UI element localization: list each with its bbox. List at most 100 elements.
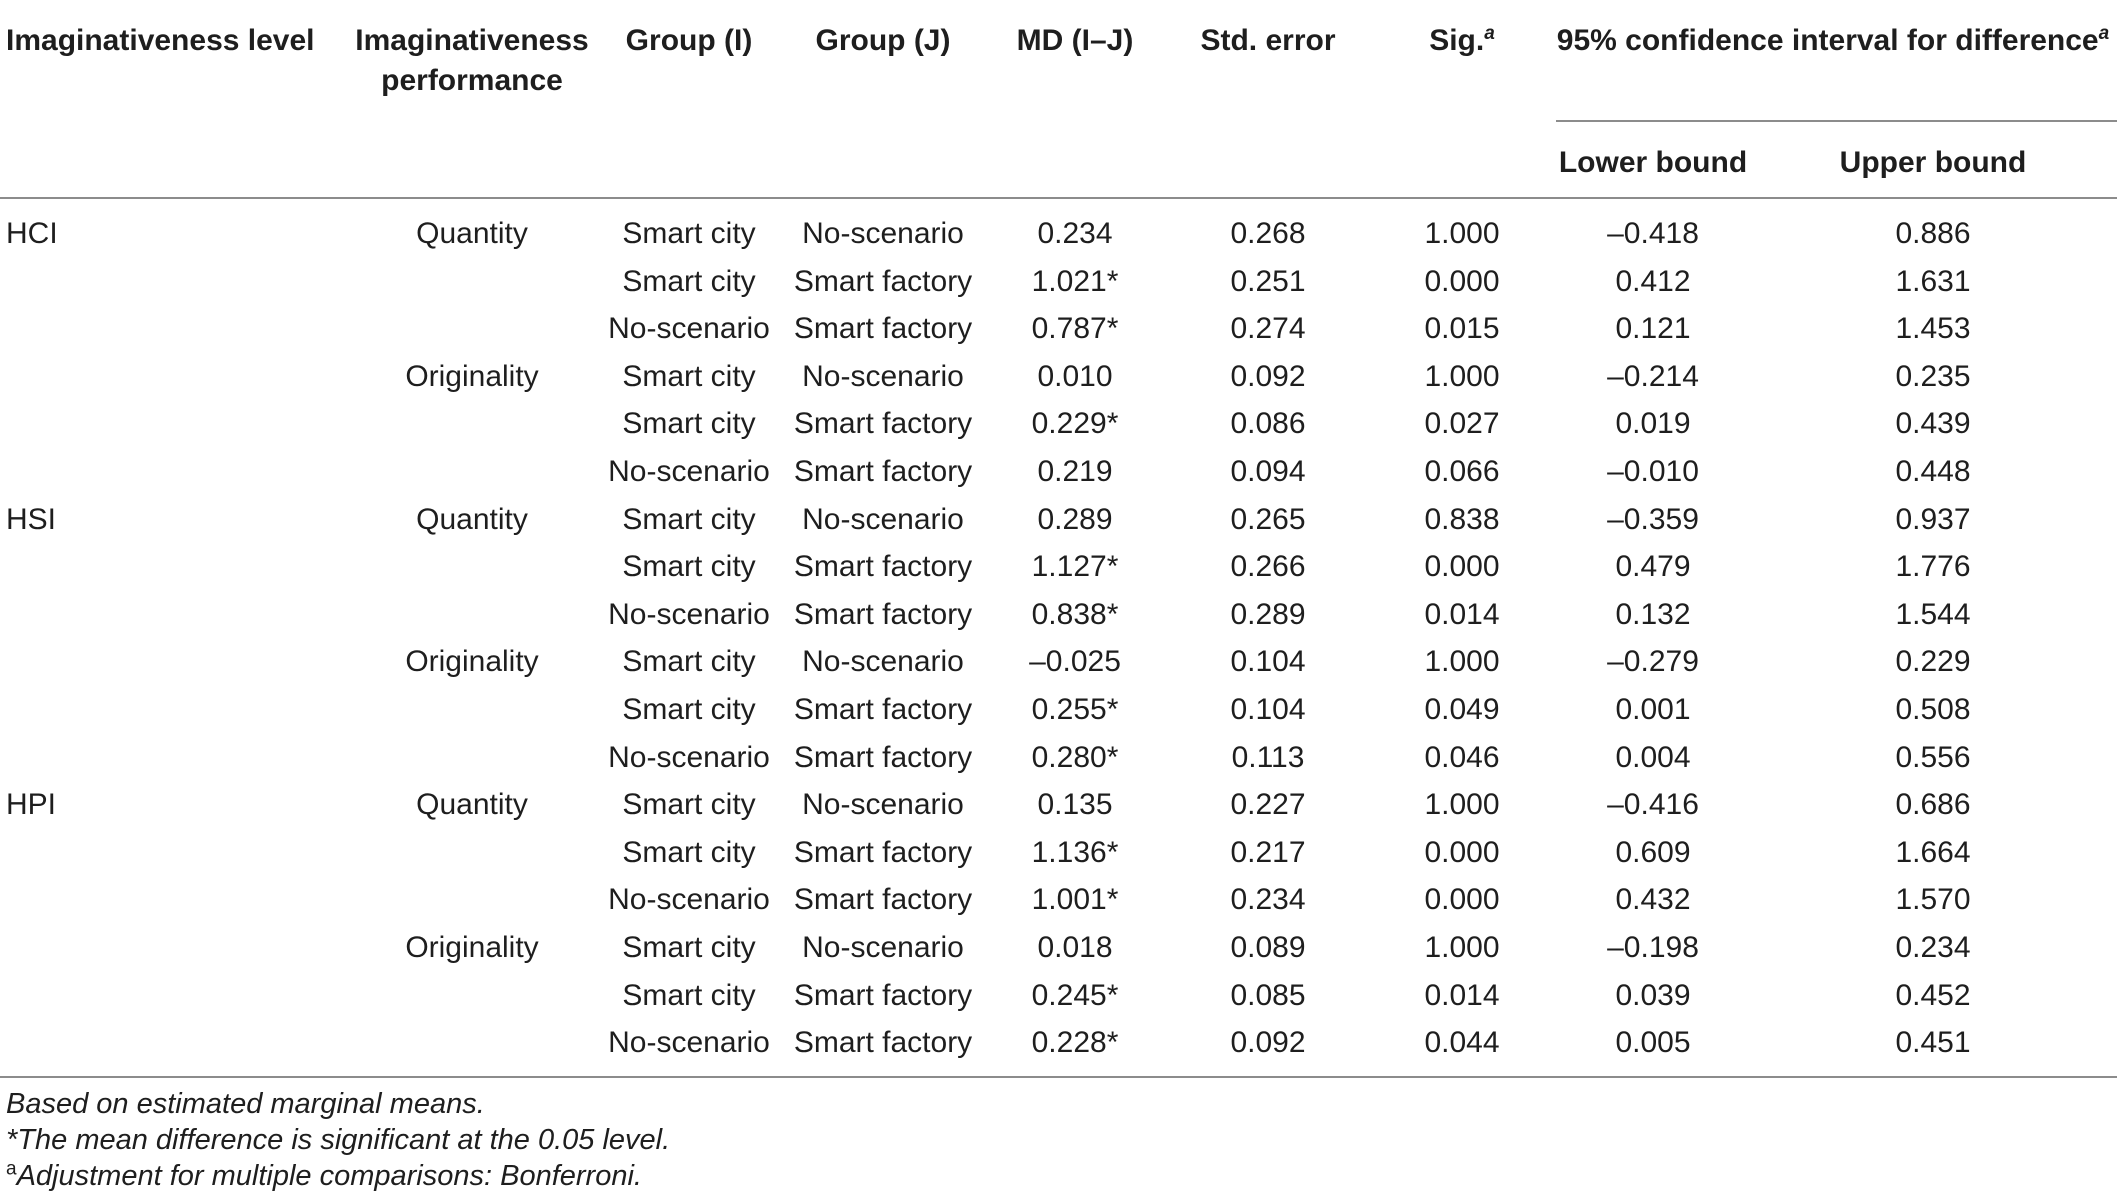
cell-md: 0.289 bbox=[1037, 502, 1113, 536]
cell-group-i: No-scenario bbox=[608, 455, 770, 488]
cell-group-i: Smart city bbox=[622, 359, 756, 393]
cell-std-error: 0.104 bbox=[1230, 693, 1306, 726]
header-group-j: Group (J) bbox=[815, 24, 951, 57]
footnote-3-sup: a bbox=[6, 1158, 17, 1180]
cell-std-error: 0.251 bbox=[1230, 264, 1306, 298]
header-bottom-rule bbox=[0, 197, 2117, 199]
cell-group-i: No-scenario bbox=[608, 740, 770, 774]
cell-group-j: No-scenario bbox=[802, 217, 964, 250]
cell-group-i: Smart city bbox=[622, 407, 756, 441]
cell-performance: Originality bbox=[405, 359, 539, 393]
cell-group-j: Smart factory bbox=[793, 883, 973, 917]
cell-lower-bound: –0.279 bbox=[1607, 645, 1699, 679]
cell-std-error: 0.217 bbox=[1230, 835, 1306, 869]
cell-md: 0.787* bbox=[1031, 312, 1119, 346]
cell-group-j: Smart factory bbox=[793, 597, 973, 631]
cell-sig: 0.049 bbox=[1424, 693, 1500, 726]
cell-group-i: No-scenario bbox=[608, 883, 770, 917]
cell-md: 0.280* bbox=[1031, 740, 1119, 774]
footnote-3-text: Adjustment for multiple comparisons: Bon… bbox=[16, 1160, 642, 1192]
cell-upper-bound: 0.886 bbox=[1895, 217, 1971, 250]
cell-md: 0.010 bbox=[1037, 359, 1113, 393]
cell-std-error: 0.113 bbox=[1231, 740, 1305, 774]
cell-group-i: Smart city bbox=[622, 217, 756, 250]
cell-sig: 1.000 bbox=[1424, 217, 1500, 250]
cell-std-error: 0.266 bbox=[1230, 550, 1306, 584]
cell-performance: Originality bbox=[405, 645, 539, 679]
cell-sig: 0.066 bbox=[1424, 455, 1500, 488]
cell-group-i: No-scenario bbox=[608, 312, 770, 346]
cell-upper-bound: 0.556 bbox=[1895, 740, 1971, 774]
header-sig: Sig.a bbox=[1429, 24, 1495, 58]
cell-md: 0.234 bbox=[1037, 217, 1113, 250]
cell-group-j: No-scenario bbox=[802, 931, 964, 964]
cell-group-i: Smart city bbox=[622, 645, 756, 679]
cell-group-j: Smart factory bbox=[793, 835, 973, 869]
header-sig-text: Sig. bbox=[1429, 24, 1485, 57]
cell-md: 1.021* bbox=[1031, 264, 1119, 298]
cell-std-error: 0.227 bbox=[1230, 788, 1306, 822]
cell-sig: 0.838 bbox=[1424, 502, 1500, 536]
cell-upper-bound: 0.452 bbox=[1895, 978, 1971, 1012]
table-bottom-rule bbox=[0, 1076, 2117, 1078]
cell-group-j: Smart factory bbox=[793, 407, 973, 441]
cell-lower-bound: 0.479 bbox=[1615, 550, 1691, 584]
cell-std-error: 0.289 bbox=[1230, 597, 1306, 631]
cell-sig: 0.015 bbox=[1424, 312, 1500, 346]
header-upper-bound: Upper bound bbox=[1839, 146, 2027, 179]
footnote-1: Based on estimated marginal means. bbox=[6, 1088, 485, 1120]
cell-group-i: Smart city bbox=[622, 931, 756, 964]
cell-lower-bound: –0.010 bbox=[1607, 455, 1699, 488]
cell-lower-bound: –0.416 bbox=[1607, 788, 1699, 822]
header-ci-text: 95% confidence interval for difference bbox=[1556, 24, 2099, 57]
cell-std-error: 0.094 bbox=[1230, 455, 1306, 488]
header-ci-sup: a bbox=[2098, 23, 2110, 44]
cell-group-i: Smart city bbox=[622, 264, 756, 298]
header-md: MD (I–J) bbox=[1016, 24, 1134, 57]
cell-upper-bound: 0.439 bbox=[1895, 407, 1971, 441]
cell-upper-bound: 0.686 bbox=[1895, 788, 1971, 822]
cell-std-error: 0.089 bbox=[1230, 931, 1306, 964]
cell-lower-bound: 0.432 bbox=[1615, 883, 1691, 917]
cell-performance: Quantity bbox=[416, 217, 528, 250]
cell-group-j: Smart factory bbox=[793, 978, 973, 1012]
cell-upper-bound: 1.776 bbox=[1895, 550, 1971, 584]
cell-level: HPI bbox=[6, 788, 57, 822]
cell-md: 0.255* bbox=[1031, 693, 1119, 726]
cell-sig: 1.000 bbox=[1424, 359, 1500, 393]
cell-group-i: Smart city bbox=[622, 550, 756, 584]
cell-md: 1.127* bbox=[1031, 550, 1119, 584]
cell-sig: 0.000 bbox=[1424, 883, 1500, 917]
header-std-error: Std. error bbox=[1200, 24, 1336, 57]
cell-lower-bound: 0.039 bbox=[1615, 978, 1691, 1012]
cell-group-j: Smart factory bbox=[793, 693, 973, 726]
cell-group-j: Smart factory bbox=[793, 455, 973, 488]
cell-upper-bound: 0.448 bbox=[1895, 455, 1971, 488]
cell-lower-bound: –0.198 bbox=[1607, 931, 1699, 964]
cell-md: –0.025 bbox=[1029, 645, 1121, 679]
cell-lower-bound: 0.121 bbox=[1615, 312, 1691, 346]
cell-level: HCI bbox=[6, 217, 58, 250]
cell-sig: 0.000 bbox=[1424, 550, 1500, 584]
header-performance-line2: performance bbox=[381, 64, 563, 97]
cell-lower-bound: 0.001 bbox=[1615, 693, 1691, 726]
cell-upper-bound: 1.453 bbox=[1895, 312, 1971, 346]
cell-sig: 0.000 bbox=[1424, 264, 1500, 298]
cell-std-error: 0.104 bbox=[1230, 645, 1306, 679]
cell-lower-bound: –0.359 bbox=[1607, 502, 1699, 536]
cell-md: 0.018 bbox=[1037, 931, 1113, 964]
cell-lower-bound: –0.214 bbox=[1607, 359, 1699, 393]
cell-group-j: Smart factory bbox=[793, 312, 973, 346]
cell-sig: 1.000 bbox=[1424, 931, 1500, 964]
cell-upper-bound: 0.451 bbox=[1895, 1026, 1971, 1060]
cell-lower-bound: –0.418 bbox=[1607, 217, 1699, 250]
cell-upper-bound: 1.664 bbox=[1895, 835, 1971, 869]
cell-std-error: 0.234 bbox=[1230, 883, 1306, 917]
cell-group-i: No-scenario bbox=[608, 1026, 770, 1060]
cell-md: 0.228* bbox=[1031, 1026, 1119, 1060]
cell-lower-bound: 0.609 bbox=[1615, 835, 1691, 869]
cell-performance: Quantity bbox=[416, 502, 528, 536]
cell-upper-bound: 0.234 bbox=[1895, 931, 1971, 964]
cell-group-i: No-scenario bbox=[608, 597, 770, 631]
